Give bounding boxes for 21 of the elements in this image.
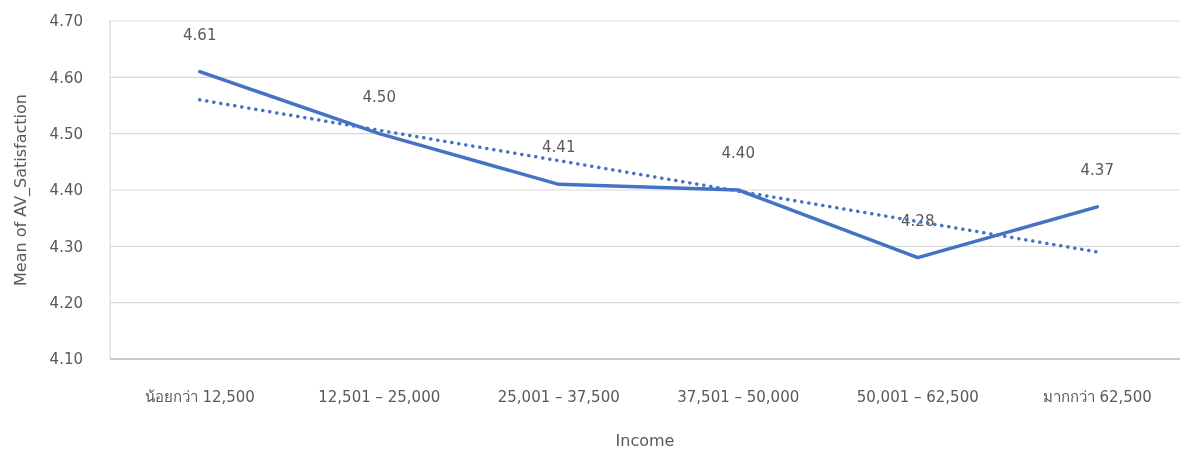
data-label: 4.61	[183, 25, 217, 44]
x-tick-label: มากกว่า 62,500	[1042, 388, 1152, 406]
y-tick-label: 4.50	[49, 124, 83, 143]
y-tick-label: 4.70	[49, 12, 83, 31]
x-tick-label: 37,501 – 50,000	[677, 388, 800, 406]
y-axis-title: Mean of AV_Satisfaction	[11, 94, 31, 286]
y-tick-label: 4.20	[49, 293, 83, 312]
y-tick-label: 4.40	[49, 181, 83, 200]
data-label: 4.37	[1080, 160, 1114, 179]
data-label: 4.40	[721, 144, 755, 162]
data-label: 4.41	[542, 138, 576, 157]
y-tick-label: 4.60	[49, 68, 83, 87]
x-tick-label: น้อยกว่า 12,500	[144, 388, 255, 406]
x-tick-label: 50,001 – 62,500	[856, 388, 979, 406]
data-label: 4.50	[362, 87, 396, 106]
x-axis-title: Income	[615, 431, 675, 450]
y-tick-label: 4.30	[49, 237, 83, 256]
data-label: 4.28	[901, 211, 935, 230]
x-tick-label: 25,001 – 37,500	[497, 388, 620, 406]
x-tick-label: 12,501 – 25,000	[318, 388, 441, 406]
y-tick-label: 4.10	[49, 350, 83, 369]
